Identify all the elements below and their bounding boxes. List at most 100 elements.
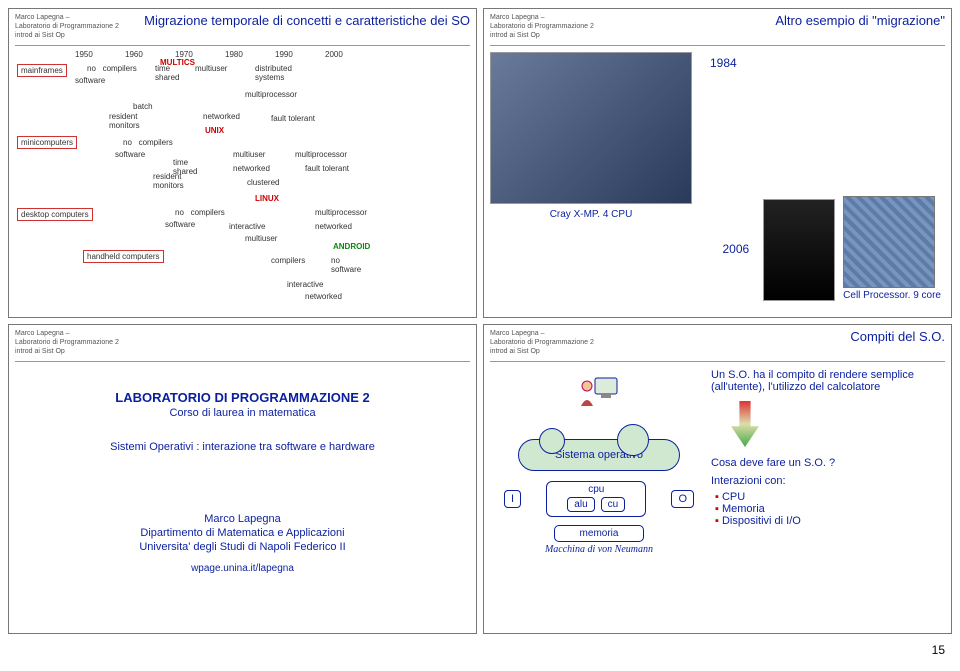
memory-box: memoria	[554, 525, 644, 542]
url: wpage.unina.it/lapegna	[15, 563, 470, 574]
term: networked	[233, 164, 270, 173]
term: multiprocessor	[295, 150, 347, 159]
credit-line: Marco Lapegna –	[15, 14, 69, 21]
alu-box: alu	[567, 497, 594, 512]
bullet-cpu: CPU	[715, 491, 941, 503]
term: fault tolerant	[271, 114, 315, 123]
term: residentmonitors	[153, 172, 201, 190]
term: interactive	[229, 222, 265, 231]
slide-header: Marco Lapegna – Laboratorio di Programma…	[490, 329, 945, 362]
term: software	[165, 220, 195, 229]
term: networked	[203, 112, 240, 121]
year: 1990	[275, 50, 325, 59]
year: 1980	[225, 50, 275, 59]
cu-box: cu	[601, 497, 626, 512]
term: software	[75, 76, 125, 85]
cray-photo	[490, 52, 692, 204]
term: multiprocessor	[315, 208, 367, 217]
dept2: Universita' degli Studi di Napoli Federi…	[15, 541, 470, 553]
os-cloud: Sistema operativo	[518, 439, 680, 471]
slide-title: Altro esempio di "migrazione"	[775, 13, 945, 28]
author: Marco Lapegna	[15, 513, 470, 525]
year-axis: 1950 1960 1970 1980 1990 2000	[75, 50, 445, 59]
bullet-mem: Memoria	[715, 503, 941, 515]
term: multiuser	[233, 150, 281, 159]
credit-line: introd ai Sist Op	[15, 348, 65, 355]
von-neumann: I cpu alu cu O memoria Macchina di von N…	[504, 481, 694, 555]
cloud-label: Sistema operativo	[555, 449, 643, 461]
term: compilers	[271, 256, 305, 265]
interaction-list: CPU Memoria Dispositivi di I/O	[711, 491, 941, 527]
user-icon	[579, 375, 619, 411]
slide-2: Marco Lapegna – Laboratorio di Programma…	[483, 8, 952, 318]
term: networked	[315, 222, 352, 231]
os-android: ANDROID	[333, 242, 370, 251]
right-column: Un S.O. ha il compito di rendere semplic…	[711, 369, 941, 527]
term: clustered	[247, 178, 279, 187]
term: software	[115, 150, 145, 159]
year-2006: 2006	[722, 242, 749, 256]
os-unix: UNIX	[205, 126, 224, 135]
lab-line: Sistemi Operativi : interazione tra soft…	[15, 441, 470, 453]
term: distributedsystems	[255, 64, 292, 82]
cpu-label: cpu	[588, 484, 604, 495]
row-minicomputers: minicomputers	[17, 136, 77, 149]
dept1: Dipartimento di Matematica e Applicazion…	[15, 527, 470, 539]
slide-header: Marco Lapegna – Laboratorio di Programma…	[15, 329, 470, 362]
term: nosoftware	[331, 256, 361, 274]
right-text-1: Un S.O. ha il compito di rendere semplic…	[711, 369, 941, 393]
term: interactive	[287, 280, 323, 289]
row-mainframes: mainframes	[17, 64, 67, 77]
row-desktop: desktop computers	[17, 208, 93, 221]
year: 2000	[325, 50, 375, 59]
slide-title: Migrazione temporale di concetti e carat…	[144, 13, 470, 28]
cray-caption: Cray X-MP. 4 CPU	[490, 209, 692, 220]
term: no compilers	[123, 138, 173, 147]
von-caption: Macchina di von Neumann	[504, 544, 694, 555]
credit-block: Marco Lapegna – Laboratorio di Programma…	[490, 13, 594, 40]
year: 1950	[75, 50, 125, 59]
slide-header: Marco Lapegna – Laboratorio di Programma…	[15, 13, 470, 46]
slide-1: Marco Lapegna – Laboratorio di Programma…	[8, 8, 477, 318]
lab-sub: Corso di laurea in matematica	[15, 407, 470, 419]
term: no compilers	[175, 208, 225, 217]
credit-line: introd ai Sist Op	[15, 32, 65, 39]
cell-caption: Cell Processor. 9 core	[843, 290, 941, 301]
term: multiprocessor	[245, 90, 297, 99]
credit-line: introd ai Sist Op	[490, 32, 540, 39]
right-text-2: Cosa deve fare un S.O. ?	[711, 457, 941, 469]
timeline-chart: 1950 1960 1970 1980 1990 2000 mainframes…	[15, 50, 445, 300]
credit-block: Marco Lapegna – Laboratorio di Programma…	[15, 13, 119, 40]
row-handheld: handheld computers	[83, 250, 164, 263]
left-column: Sistema operativo I cpu alu cu O memoria…	[494, 375, 704, 555]
output-box: O	[671, 490, 694, 508]
term: multiuser	[245, 234, 277, 243]
credit-line: Laboratorio di Programmazione 2	[15, 339, 119, 346]
ps3-photo	[763, 199, 835, 301]
slide-handout: Marco Lapegna – Laboratorio di Programma…	[8, 8, 952, 634]
credit-line: Marco Lapegna –	[15, 330, 69, 337]
credit-line: Marco Lapegna –	[490, 330, 544, 337]
cpu-box: cpu alu cu	[546, 481, 646, 517]
os-linux: LINUX	[255, 194, 279, 203]
slide-4: Marco Lapegna – Laboratorio di Programma…	[483, 324, 952, 634]
term: batch	[133, 102, 153, 111]
bullet-io: Dispositivi di I/O	[715, 515, 941, 527]
input-box: I	[504, 490, 521, 508]
lab-title: LABORATORIO DI PROGRAMMAZIONE 2	[15, 390, 470, 405]
page-number: 15	[932, 643, 945, 657]
term: no compilers	[87, 64, 137, 73]
cray-block: Cray X-MP. 4 CPU	[490, 52, 692, 220]
slide-title: Compiti del S.O.	[850, 329, 945, 344]
right-text-3: Interazioni con:	[711, 475, 941, 487]
credit-block: Marco Lapegna – Laboratorio di Programma…	[490, 329, 594, 356]
credit-block: Marco Lapegna – Laboratorio di Programma…	[15, 329, 119, 356]
year-1984: 1984	[710, 56, 737, 70]
credit-line: Laboratorio di Programmazione 2	[490, 339, 594, 346]
credit-line: Laboratorio di Programmazione 2	[15, 23, 119, 30]
credit-line: Laboratorio di Programmazione 2	[490, 23, 594, 30]
term: residentmonitors	[109, 112, 157, 130]
credit-line: introd ai Sist Op	[490, 348, 540, 355]
chip-photo	[843, 196, 935, 288]
term: multiuser	[195, 64, 227, 73]
